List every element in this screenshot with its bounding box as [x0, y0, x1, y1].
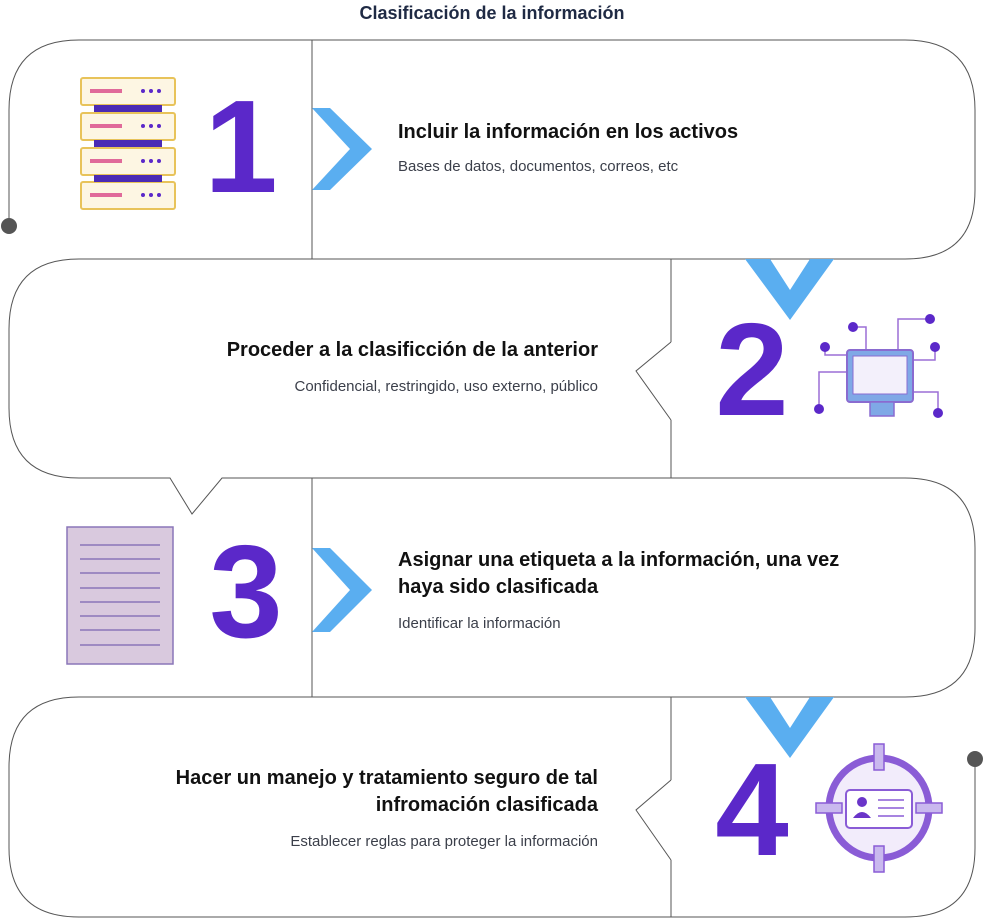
step-2-title: Proceder a la clasificción de la anterio… — [226, 339, 598, 361]
chevron-down-icon — [745, 259, 834, 320]
step-3-subtitle: Identificar la información — [398, 615, 561, 632]
step-4-title-line-1: Hacer un manejo y tratamiento seguro de … — [175, 767, 598, 789]
step-2-subtitle: Confidencial, restringido, uso externo, … — [294, 378, 598, 395]
flow-outline — [8, 39, 976, 918]
step-2-number: 2 — [715, 296, 789, 443]
step-4-title-line-2: infromación clasificada — [375, 794, 598, 816]
document-icon — [66, 526, 174, 665]
step-1-title: Incluir la información en los activos — [398, 121, 739, 143]
computer-network-icon — [814, 314, 943, 418]
server-rack-icon — [80, 77, 176, 210]
id-card-target-icon — [815, 743, 943, 873]
step-1-number: 1 — [204, 73, 278, 220]
chevron-right-icon — [312, 108, 372, 190]
step-4-subtitle: Establecer reglas para proteger la infor… — [290, 833, 598, 850]
end-dot — [967, 751, 983, 767]
chevron-down-icon — [745, 697, 834, 758]
step-3-number: 3 — [209, 518, 283, 665]
step-3-title-line-1: Asignar una etiqueta a la información, u… — [398, 549, 840, 571]
diagram-title: Clasificación de la información — [359, 3, 625, 23]
step-3-title-line-2: haya sido clasificada — [398, 576, 599, 598]
start-dot — [1, 218, 17, 234]
chevron-right-icon — [312, 548, 372, 632]
step-1-subtitle: Bases de datos, documentos, correos, etc — [398, 158, 679, 175]
step-4-number: 4 — [715, 736, 789, 883]
